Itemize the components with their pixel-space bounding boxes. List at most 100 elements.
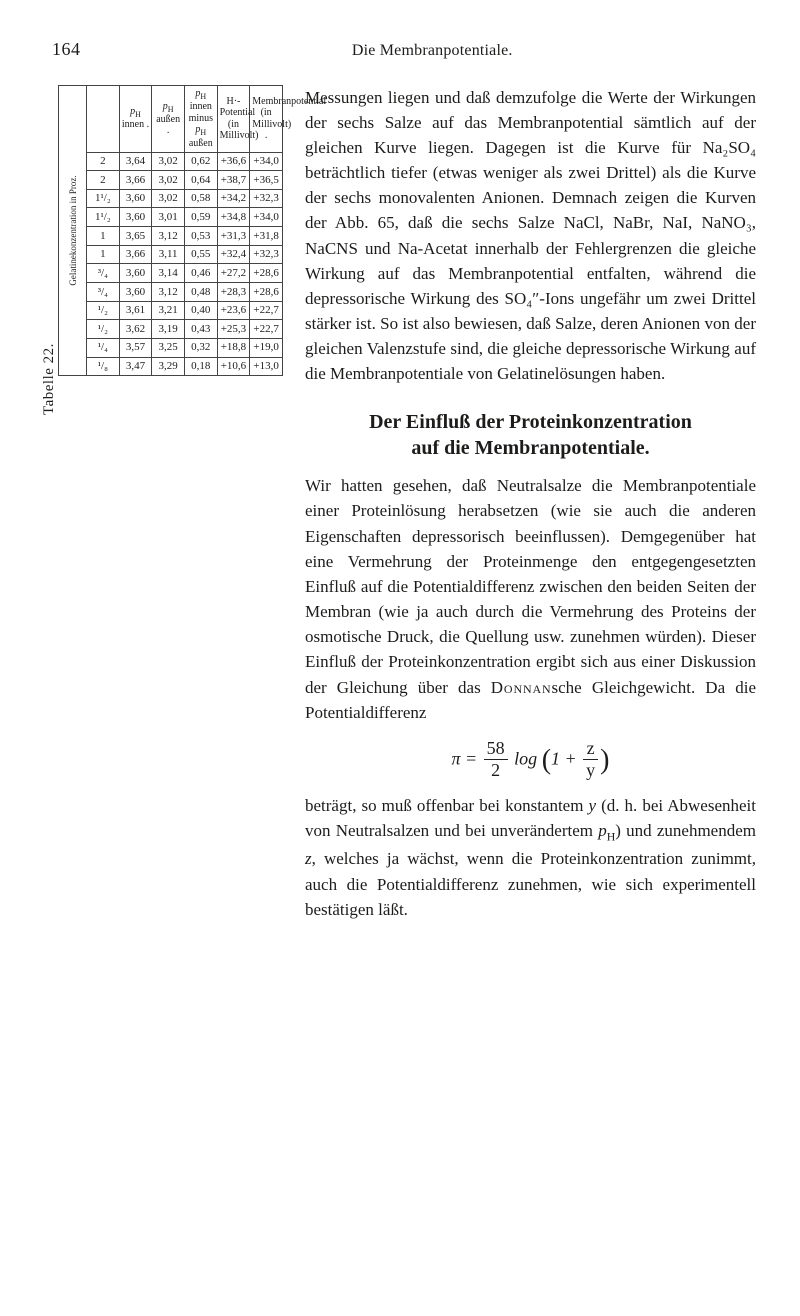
val-cell: 3,47 <box>119 357 152 376</box>
val-cell: +31,8 <box>250 227 283 246</box>
val-cell: +22,7 <box>250 301 283 320</box>
conc-cell: 2 <box>87 152 120 171</box>
conc-cell: ¹/₂ <box>87 320 120 339</box>
val-cell: 0,46 <box>184 264 217 283</box>
page-number: 164 <box>52 36 81 63</box>
table-row: ¹/₂ 3,62 3,19 0,43 +25,3 +22,7 <box>59 320 283 339</box>
conc-cell: 1¹/₂ <box>87 208 120 227</box>
val-cell: +23,6 <box>217 301 250 320</box>
conc-cell: ¹/₄ <box>87 338 120 357</box>
col-head-hpot: H·-Potential (in Millivolt) <box>217 85 250 152</box>
val-cell: 3,60 <box>119 208 152 227</box>
heading-line-1: Der Einfluß der Proteinkonzentration <box>369 411 692 433</box>
table-row: ¹/₈ 3,47 3,29 0,18 +10,6 +13,0 <box>59 357 283 376</box>
table-row: ³/₄ 3,60 3,14 0,46 +27,2 +28,6 <box>59 264 283 283</box>
col-head-ph-diff: pH innen minus pH außen <box>184 85 217 152</box>
eq-log: log <box>514 748 537 768</box>
val-cell: 0,62 <box>184 152 217 171</box>
conc-cell: 1¹/₂ <box>87 189 120 208</box>
val-cell: 3,21 <box>152 301 185 320</box>
col-head-conc <box>87 85 120 152</box>
val-cell: 3,66 <box>119 245 152 264</box>
val-cell: 3,11 <box>152 245 185 264</box>
paragraph-1: Messungen liegen und daß demzufolge die … <box>305 85 756 387</box>
val-cell: +28,6 <box>250 264 283 283</box>
col-head-mempot: Membranpotential (in Millivolt) . <box>250 85 283 152</box>
val-cell: +38,7 <box>217 171 250 190</box>
conc-cell: 1 <box>87 227 120 246</box>
table-row: 1 3,65 3,12 0,53 +31,3 +31,8 <box>59 227 283 246</box>
conc-cell: ³/₄ <box>87 283 120 302</box>
table-row: ¹/₂ 3,61 3,21 0,40 +23,6 +22,7 <box>59 301 283 320</box>
eq-frac-z-y: z y <box>583 739 598 781</box>
val-cell: +32,3 <box>250 245 283 264</box>
tabelle-22: Gelatinekonzentration in Proz. pH innen … <box>58 85 283 377</box>
val-cell: 3,14 <box>152 264 185 283</box>
val-cell: 3,19 <box>152 320 185 339</box>
val-cell: +32,4 <box>217 245 250 264</box>
val-cell: 0,32 <box>184 338 217 357</box>
val-cell: 0,40 <box>184 301 217 320</box>
val-cell: +13,0 <box>250 357 283 376</box>
conc-cell: ¹/₂ <box>87 301 120 320</box>
table-row: 1¹/₂ 3,60 3,02 0,58 +34,2 +32,3 <box>59 189 283 208</box>
val-cell: +34,0 <box>250 152 283 171</box>
paragraph-2: Wir hatten gesehen, daß Neutralsalze die… <box>305 473 756 725</box>
conc-cell: 1 <box>87 245 120 264</box>
eq-frac-58-2: 58 2 <box>484 739 508 781</box>
val-cell: +22,7 <box>250 320 283 339</box>
conc-cell: ³/₄ <box>87 264 120 283</box>
table-row: ¹/₄ 3,57 3,25 0,32 +18,8 +19,0 <box>59 338 283 357</box>
paragraph-3: beträgt, so muß offenbar bei konstantem … <box>305 793 756 922</box>
val-cell: 3,65 <box>119 227 152 246</box>
val-cell: 0,58 <box>184 189 217 208</box>
val-cell: +34,2 <box>217 189 250 208</box>
val-cell: 0,18 <box>184 357 217 376</box>
val-cell: 0,59 <box>184 208 217 227</box>
table-caption: Tabelle 22. <box>38 343 60 415</box>
page: 164 Die Membranpotentiale. Tabelle 22. G… <box>0 0 800 1316</box>
val-cell: +28,6 <box>250 283 283 302</box>
val-cell: 3,66 <box>119 171 152 190</box>
val-cell: 0,55 <box>184 245 217 264</box>
val-cell: 0,43 <box>184 320 217 339</box>
table-row: ³/₄ 3,60 3,12 0,48 +28,3 +28,6 <box>59 283 283 302</box>
val-cell: +19,0 <box>250 338 283 357</box>
val-cell: 3,60 <box>119 189 152 208</box>
section-heading: Der Einfluß der Proteinkonzentration auf… <box>305 409 756 462</box>
val-cell: +31,3 <box>217 227 250 246</box>
val-cell: 3,02 <box>152 189 185 208</box>
eq-rparen: ) <box>600 744 609 775</box>
equation-pi: π = 58 2 log (1 + z y ) <box>305 739 756 781</box>
val-cell: 3,12 <box>152 227 185 246</box>
running-title: Die Membranpotentiale. <box>109 39 757 63</box>
table-header-row: Gelatinekonzentration in Proz. pH innen … <box>59 85 283 152</box>
val-cell: +25,3 <box>217 320 250 339</box>
val-cell: 3,60 <box>119 283 152 302</box>
table-row: 1¹/₂ 3,60 3,01 0,59 +34,8 +34,0 <box>59 208 283 227</box>
val-cell: 3,61 <box>119 301 152 320</box>
table-column: Tabelle 22. Gelatinekonzentration in Pro… <box>52 85 283 377</box>
val-cell: 0,48 <box>184 283 217 302</box>
val-cell: 3,01 <box>152 208 185 227</box>
val-cell: 3,02 <box>152 171 185 190</box>
val-cell: +10,6 <box>217 357 250 376</box>
val-cell: +32,3 <box>250 189 283 208</box>
val-cell: 0,53 <box>184 227 217 246</box>
val-cell: +34,8 <box>217 208 250 227</box>
heading-line-2: auf die Membranpotentiale. <box>411 437 649 459</box>
val-cell: 3,64 <box>119 152 152 171</box>
gelatine-block-label: Gelatinekonzentration in Proz. <box>59 85 87 376</box>
val-cell: 3,60 <box>119 264 152 283</box>
val-cell: 3,25 <box>152 338 185 357</box>
running-head: 164 Die Membranpotentiale. <box>52 36 756 63</box>
eq-lhs: π <box>451 748 460 768</box>
val-cell: 0,64 <box>184 171 217 190</box>
val-cell: 3,57 <box>119 338 152 357</box>
conc-cell: 2 <box>87 171 120 190</box>
val-cell: +36,6 <box>217 152 250 171</box>
val-cell: +18,8 <box>217 338 250 357</box>
col-head-ph-aussen: pH außen . <box>152 85 185 152</box>
val-cell: 3,02 <box>152 152 185 171</box>
text-column: Messungen liegen und daß demzufolge die … <box>305 85 756 936</box>
